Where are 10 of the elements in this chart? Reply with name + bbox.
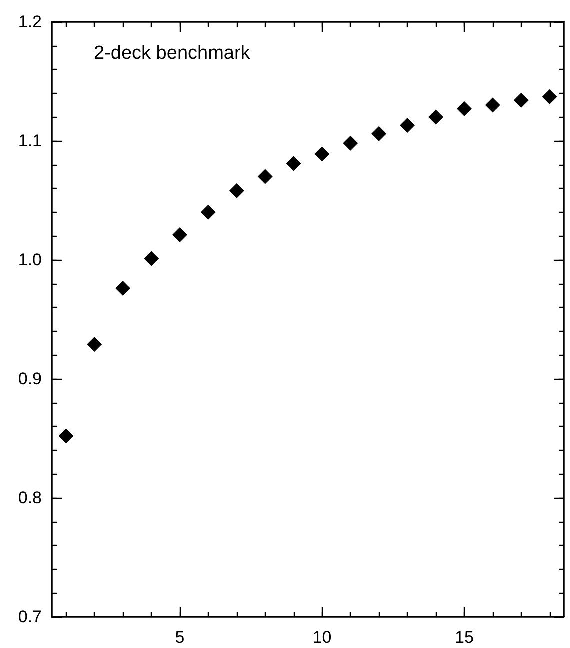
x-tick-label: 15 xyxy=(454,628,474,647)
annotation: 2-deck benchmark xyxy=(94,43,251,64)
x-tick-label: 10 xyxy=(312,628,332,647)
y-tick-label: 1.0 xyxy=(18,250,42,270)
y-tick-label: 1.1 xyxy=(18,132,42,150)
y-tick-label: 0.9 xyxy=(18,370,42,388)
y-tick-label: 1.2 xyxy=(18,12,42,32)
y-tick-label: 0.8 xyxy=(18,488,42,508)
x-tick-label: 5 xyxy=(175,628,185,647)
y-tick-label: 0.7 xyxy=(18,608,42,626)
